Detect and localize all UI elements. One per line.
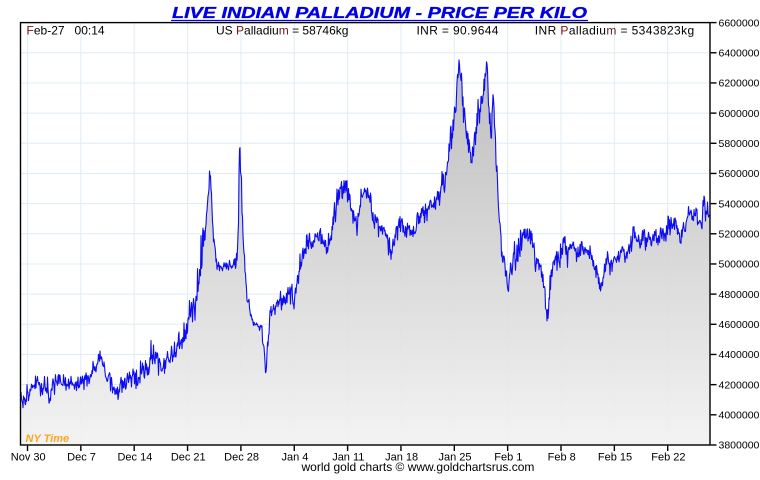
svg-text:5000000: 5000000 <box>719 259 760 271</box>
svg-text:Feb 8: Feb 8 <box>548 452 576 464</box>
svg-text:Feb 15: Feb 15 <box>598 452 632 464</box>
svg-text:Jan 11: Jan 11 <box>332 452 364 464</box>
svg-text:4200000: 4200000 <box>719 379 760 391</box>
svg-text:Feb 22: Feb 22 <box>651 452 685 464</box>
svg-text:5200000: 5200000 <box>719 228 760 240</box>
svg-text:3800000: 3800000 <box>719 440 760 452</box>
svg-text:4000000: 4000000 <box>719 410 760 422</box>
svg-text:NY Time: NY Time <box>26 433 70 445</box>
svg-text:world gold charts © www.goldch: world gold charts © www.goldchartsrus.co… <box>301 460 535 474</box>
svg-text:6400000: 6400000 <box>719 47 760 59</box>
svg-text:Feb-27 00:14: Feb-27 00:14 <box>27 24 105 38</box>
svg-text:Dec 14: Dec 14 <box>117 452 152 464</box>
svg-text:Dec 28: Dec 28 <box>224 452 259 464</box>
svg-text:5600000: 5600000 <box>719 168 760 180</box>
svg-text:INR = 90.9644: INR = 90.9644 <box>417 24 499 38</box>
svg-text:INR Palladium = 5343823kg: INR Palladium = 5343823kg <box>535 24 695 38</box>
svg-text:4800000: 4800000 <box>719 289 760 301</box>
svg-text:4400000: 4400000 <box>719 349 760 361</box>
svg-text:6200000: 6200000 <box>719 78 760 90</box>
svg-text:Jan 18: Jan 18 <box>385 452 418 464</box>
svg-text:Jan 4: Jan 4 <box>281 452 308 464</box>
svg-text:US Palladium = 58746kg: US Palladium = 58746kg <box>216 24 348 38</box>
svg-text:Feb 1: Feb 1 <box>494 452 522 464</box>
svg-text:Jan 25: Jan 25 <box>438 452 471 464</box>
svg-text:5800000: 5800000 <box>719 138 760 150</box>
svg-text:Dec 7: Dec 7 <box>67 452 96 464</box>
svg-text:6000000: 6000000 <box>719 108 760 120</box>
svg-text:4600000: 4600000 <box>719 319 760 331</box>
svg-text:LIVE INDIAN PALLADIUM - PRICE: LIVE INDIAN PALLADIUM - PRICE PER KILO <box>172 5 587 22</box>
svg-text:6600000: 6600000 <box>719 17 760 29</box>
svg-text:5400000: 5400000 <box>719 198 760 210</box>
svg-text:Dec 21: Dec 21 <box>171 452 206 464</box>
svg-text:Nov 30: Nov 30 <box>11 452 46 464</box>
